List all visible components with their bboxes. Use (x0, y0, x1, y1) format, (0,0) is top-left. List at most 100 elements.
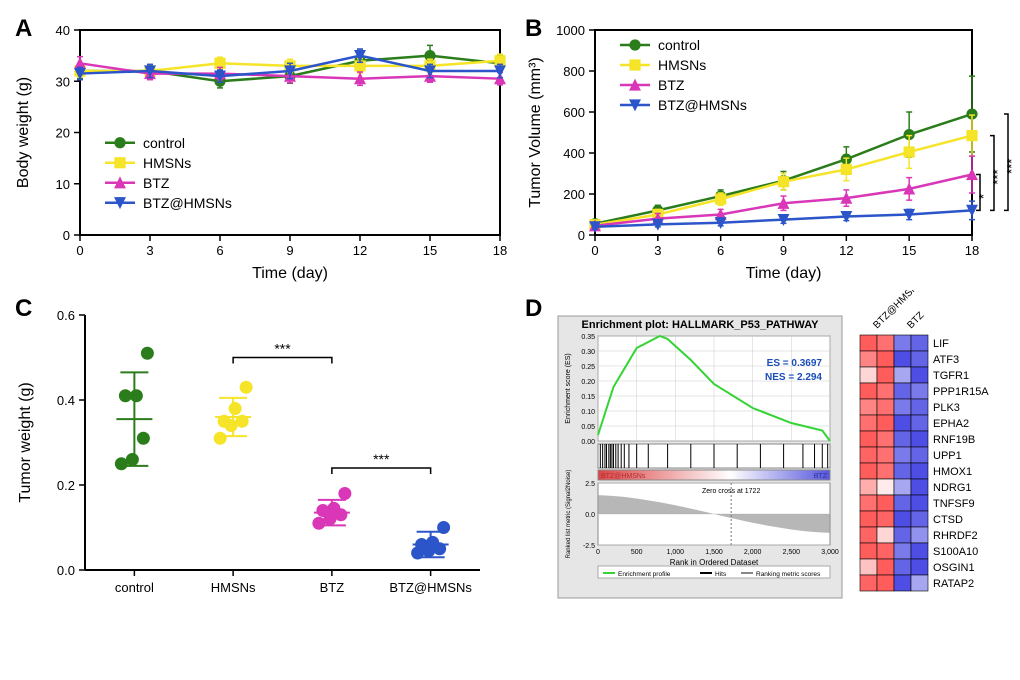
svg-text:Hits: Hits (715, 571, 727, 578)
panel-d-label: D (525, 295, 542, 323)
panel-d: D Enrichment plot: HALLMARK_P53_PATHWAY 0… (520, 290, 1020, 620)
panel-b: B 036912151802004006008001000Time (day)T… (520, 10, 1020, 290)
svg-text:0.35: 0.35 (581, 334, 595, 341)
svg-text:0: 0 (596, 549, 600, 556)
svg-text:NDRG1: NDRG1 (933, 482, 972, 494)
svg-text:18: 18 (493, 243, 507, 258)
svg-text:2,500: 2,500 (783, 549, 801, 556)
svg-text:2,000: 2,000 (744, 549, 762, 556)
svg-text:Enrichment profile: Enrichment profile (618, 571, 671, 578)
svg-text:18: 18 (965, 243, 979, 258)
panel-d-chart: Enrichment plot: HALLMARK_P53_PATHWAY 0.0… (520, 290, 1020, 620)
svg-text:0.30: 0.30 (581, 349, 595, 356)
svg-text:6: 6 (717, 243, 724, 258)
svg-text:BTZ: BTZ (658, 77, 685, 93)
svg-text:Body weight (g): Body weight (g) (15, 77, 32, 188)
svg-text:HMSNs: HMSNs (658, 57, 706, 73)
svg-text:BTZ: BTZ (814, 473, 828, 480)
svg-text:BTZ: BTZ (905, 310, 926, 331)
svg-text:control: control (658, 37, 700, 53)
panel-a-chart: 0369121518010203040Time (day)Body weight… (10, 10, 520, 290)
svg-text:BTZ: BTZ (320, 580, 345, 595)
svg-text:control: control (115, 580, 154, 595)
svg-text:0.2: 0.2 (57, 478, 75, 493)
svg-text:CTSD: CTSD (933, 514, 963, 526)
svg-text:0: 0 (63, 228, 70, 243)
svg-text:200: 200 (563, 187, 585, 202)
svg-text:TGFR1: TGFR1 (933, 370, 969, 382)
svg-text:12: 12 (839, 243, 853, 258)
svg-text:PPP1R15A: PPP1R15A (933, 386, 989, 398)
svg-text:400: 400 (563, 146, 585, 161)
panel-b-label: B (525, 15, 542, 43)
svg-text:Ranked list metric (Signal2Noi: Ranked list metric (Signal2Noise) (566, 470, 572, 559)
svg-text:12: 12 (353, 243, 367, 258)
svg-text:500: 500 (631, 549, 643, 556)
panel-b-chart: 036912151802004006008001000Time (day)Tum… (520, 10, 1020, 290)
svg-text:LIF: LIF (933, 338, 949, 350)
svg-text:3: 3 (146, 243, 153, 258)
svg-text:40: 40 (56, 23, 70, 38)
svg-text:NES = 2.294: NES = 2.294 (765, 372, 822, 383)
svg-text:TNFSF9: TNFSF9 (933, 498, 975, 510)
svg-text:2.5: 2.5 (585, 481, 595, 488)
svg-text:0.6: 0.6 (57, 308, 75, 323)
svg-text:9: 9 (286, 243, 293, 258)
svg-text:ES = 0.3697: ES = 0.3697 (767, 358, 823, 369)
svg-text:800: 800 (563, 64, 585, 79)
svg-text:EPHA2: EPHA2 (933, 418, 969, 430)
panel-c-chart: 0.0 0.2 0.4 0.6 control HMSNs BTZ BTZ@HMSNs Tumo… (10, 290, 500, 620)
svg-text:30: 30 (56, 74, 70, 89)
svg-text:0: 0 (578, 228, 585, 243)
svg-text:0.00: 0.00 (581, 439, 595, 446)
figure-grid: A 0369121518010203040Time (day)Body weig… (10, 10, 1020, 620)
svg-text:0.0: 0.0 (585, 512, 595, 519)
svg-text:***: *** (990, 169, 1005, 184)
svg-text:3: 3 (654, 243, 661, 258)
svg-text:0.10: 0.10 (581, 409, 595, 416)
svg-text:9: 9 (780, 243, 787, 258)
svg-text:-2.5: -2.5 (583, 543, 595, 550)
svg-text:600: 600 (563, 105, 585, 120)
svg-text:Enrichment score (ES): Enrichment score (ES) (565, 353, 572, 423)
svg-text:6: 6 (216, 243, 223, 258)
svg-text:***: *** (1004, 159, 1019, 174)
svg-text:Zero cross at 1722: Zero cross at 1722 (702, 488, 760, 495)
panel-c: C 0.0 0.2 0.4 0.6 control HMSNs BTZ BTZ@HMSNs Tu… (10, 290, 520, 620)
svg-text:15: 15 (902, 243, 916, 258)
svg-text:0.4: 0.4 (57, 393, 75, 408)
svg-text:1,000: 1,000 (667, 549, 685, 556)
svg-text:BTZ@HMSNs: BTZ@HMSNs (389, 580, 472, 595)
svg-text:S100A10: S100A10 (933, 546, 978, 558)
panel-a: A 0369121518010203040Time (day)Body weig… (10, 10, 520, 290)
svg-text:HMSNs: HMSNs (211, 580, 256, 595)
svg-text:*: * (976, 194, 991, 199)
svg-text:Tumor weight (g): Tumor weight (g) (17, 382, 34, 502)
svg-text:RNF19B: RNF19B (933, 434, 975, 446)
svg-text:BTZ@HMSNs: BTZ@HMSNs (601, 473, 646, 480)
svg-text:HMOX1: HMOX1 (933, 466, 972, 478)
svg-text:0: 0 (591, 243, 598, 258)
svg-text:0.25: 0.25 (581, 364, 595, 371)
svg-text:0: 0 (76, 243, 83, 258)
svg-text:0.0: 0.0 (57, 563, 75, 578)
svg-text:RATAP2: RATAP2 (933, 578, 974, 590)
svg-text:1,500: 1,500 (705, 549, 723, 556)
svg-text:PLK3: PLK3 (933, 402, 960, 414)
svg-text:UPP1: UPP1 (933, 450, 962, 462)
svg-text:Time (day): Time (day) (746, 265, 822, 282)
panel-a-label: A (15, 15, 32, 43)
svg-text:0.05: 0.05 (581, 424, 595, 431)
svg-text:20: 20 (56, 126, 70, 141)
svg-text:BTZ: BTZ (143, 175, 170, 191)
svg-text:10: 10 (56, 177, 70, 192)
svg-text:control: control (143, 135, 185, 151)
svg-text:Ranking metric scores: Ranking metric scores (756, 571, 821, 578)
svg-text:1000: 1000 (556, 23, 585, 38)
svg-text:ATF3: ATF3 (933, 354, 959, 366)
panel-c-label: C (15, 295, 32, 323)
svg-text:Enrichment plot: HALLMARK_P53_: Enrichment plot: HALLMARK_P53_PATHWAY (582, 319, 820, 331)
svg-text:BTZ@HMSNs: BTZ@HMSNs (658, 97, 747, 113)
svg-text:HMSNs: HMSNs (143, 155, 191, 171)
svg-text:0.15: 0.15 (581, 394, 595, 401)
